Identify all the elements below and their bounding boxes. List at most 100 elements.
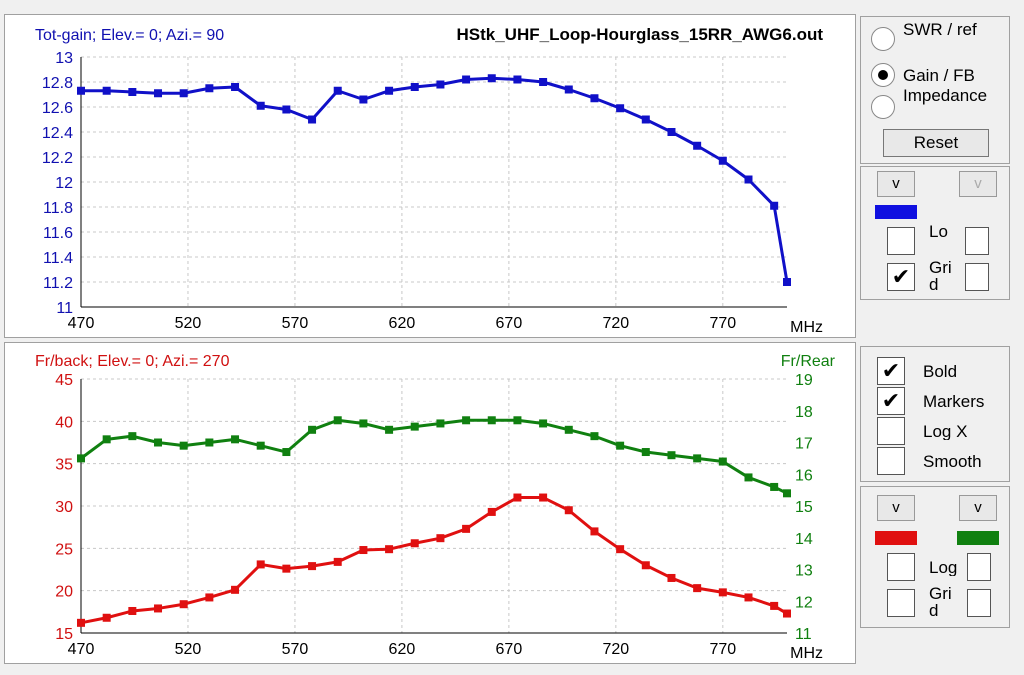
top-right-series-dropdown[interactable]: v bbox=[959, 171, 997, 197]
data-point bbox=[256, 101, 265, 110]
data-point bbox=[590, 94, 599, 103]
y-tick-label: 13 bbox=[55, 50, 73, 67]
bottom-right-series-dropdown[interactable]: v bbox=[959, 495, 997, 521]
data-point bbox=[385, 545, 394, 554]
y-tick-label: 12.8 bbox=[42, 75, 73, 92]
data-point bbox=[205, 84, 214, 93]
bold-checkbox[interactable]: ✔ bbox=[877, 357, 905, 385]
gain-chart-title: HStk_UHF_Loop-Hourglass_15RR_AWG6.out bbox=[457, 25, 824, 44]
radio-swr-circle[interactable] bbox=[871, 27, 895, 51]
bottom-log-label: Log bbox=[929, 559, 958, 576]
data-point bbox=[590, 527, 599, 536]
y-tick-label: 11.2 bbox=[43, 275, 73, 292]
data-point bbox=[744, 175, 753, 184]
data-point bbox=[783, 609, 791, 618]
data-point bbox=[590, 432, 599, 441]
data-point bbox=[487, 507, 496, 516]
radio-gain-circle[interactable] bbox=[871, 63, 895, 87]
data-point bbox=[410, 83, 419, 91]
fb-chart-y2label: Fr/Rear bbox=[781, 353, 836, 370]
top-grid-right-checkbox[interactable] bbox=[965, 263, 989, 291]
radio-swr-label: SWR / ref bbox=[903, 21, 977, 39]
reset-button[interactable]: Reset bbox=[883, 129, 989, 157]
markers-checkbox[interactable]: ✔ bbox=[877, 387, 905, 415]
radio-impedance-circle[interactable] bbox=[871, 95, 895, 119]
data-point bbox=[616, 441, 625, 450]
bottom-log-checkbox[interactable] bbox=[887, 553, 915, 581]
data-point bbox=[616, 104, 625, 113]
data-point bbox=[154, 89, 163, 98]
data-point bbox=[359, 95, 368, 104]
data-point bbox=[616, 545, 625, 554]
top-log-checkbox[interactable] bbox=[887, 227, 915, 255]
gain-chart-xlabel: MHz bbox=[790, 319, 823, 336]
bottom-left-color-swatch[interactable] bbox=[875, 531, 917, 545]
y2-tick-label: 14 bbox=[795, 531, 813, 548]
radio-impedance[interactable] bbox=[871, 95, 895, 119]
radio-swr[interactable] bbox=[871, 27, 895, 51]
data-point bbox=[154, 438, 163, 447]
y2-tick-label: 18 bbox=[795, 404, 813, 421]
data-point bbox=[77, 454, 85, 463]
smooth-checkbox[interactable] bbox=[877, 447, 905, 475]
data-point bbox=[539, 493, 548, 502]
bottom-right-color-swatch[interactable] bbox=[957, 531, 999, 545]
data-point bbox=[77, 86, 85, 95]
data-point bbox=[128, 606, 137, 615]
top-grid-checkbox[interactable]: ✔ bbox=[887, 263, 915, 291]
x-tick-label: 470 bbox=[68, 315, 95, 332]
data-point bbox=[462, 524, 471, 533]
bottom-grid-label: Gri d bbox=[929, 585, 952, 619]
data-point bbox=[282, 564, 291, 573]
bold-label: Bold bbox=[923, 363, 958, 380]
data-point bbox=[783, 489, 791, 498]
bottom-series-panel: v v Log Gri d bbox=[860, 486, 1010, 628]
radio-gain[interactable] bbox=[871, 63, 895, 87]
top-grid-label: Gri d bbox=[929, 259, 952, 293]
x-tick-label: 620 bbox=[389, 641, 416, 658]
data-point bbox=[128, 432, 137, 441]
data-point bbox=[205, 438, 214, 447]
x-tick-label: 520 bbox=[175, 315, 202, 332]
y2-tick-label: 13 bbox=[795, 563, 813, 580]
x-tick-label: 470 bbox=[68, 641, 95, 658]
data-point bbox=[154, 604, 163, 613]
y-tick-label: 11.8 bbox=[43, 200, 73, 217]
data-point bbox=[179, 89, 188, 98]
data-point bbox=[333, 557, 342, 566]
fb-chart-subtitle: Fr/back; Elev.= 0; Azi.= 270 bbox=[35, 353, 230, 370]
bottom-grid-checkbox[interactable] bbox=[887, 589, 915, 617]
gain-chart: 13 12.8 12.6 12.4 12.2 12 11.8 11.6 11.4 11.2 1147… bbox=[35, 25, 824, 336]
top-log-right-checkbox[interactable] bbox=[965, 227, 989, 255]
bottom-grid-right-checkbox[interactable] bbox=[967, 589, 991, 617]
top-left-series-dropdown[interactable]: v bbox=[877, 171, 915, 197]
display-options-panel: ✔ Bold ✔ Markers Log X Smooth bbox=[860, 346, 1010, 482]
data-point bbox=[436, 534, 445, 543]
bottom-left-series-dropdown[interactable]: v bbox=[877, 495, 915, 521]
data-point bbox=[333, 416, 342, 425]
x-tick-label: 720 bbox=[602, 315, 629, 332]
x-tick-label: 570 bbox=[282, 641, 309, 658]
y-tick-label: 11.6 bbox=[43, 225, 73, 242]
y-tick-label: 30 bbox=[55, 499, 73, 516]
top-series-color-swatch[interactable] bbox=[875, 205, 917, 219]
radio-gain-label: Gain / FB bbox=[903, 67, 975, 84]
data-point bbox=[385, 86, 394, 95]
y2-tick-label: 15 bbox=[795, 499, 813, 516]
data-point bbox=[770, 201, 779, 210]
fb-chart-xlabel: MHz bbox=[790, 645, 823, 662]
data-point bbox=[308, 562, 317, 571]
y-tick-label: 11.4 bbox=[43, 250, 73, 267]
data-point bbox=[436, 419, 445, 428]
logx-checkbox[interactable] bbox=[877, 417, 905, 445]
data-point bbox=[693, 454, 702, 463]
bottom-log-right-checkbox[interactable] bbox=[967, 553, 991, 581]
data-point bbox=[436, 80, 445, 89]
data-point bbox=[487, 74, 496, 83]
fb-chart-panel: 45 40 35 30 25 20 15 470 520 570 620 670 720 770 19 18 1… bbox=[4, 342, 856, 664]
data-point bbox=[667, 128, 676, 136]
data-point bbox=[564, 506, 573, 515]
data-point bbox=[641, 448, 650, 457]
data-point bbox=[667, 451, 676, 460]
